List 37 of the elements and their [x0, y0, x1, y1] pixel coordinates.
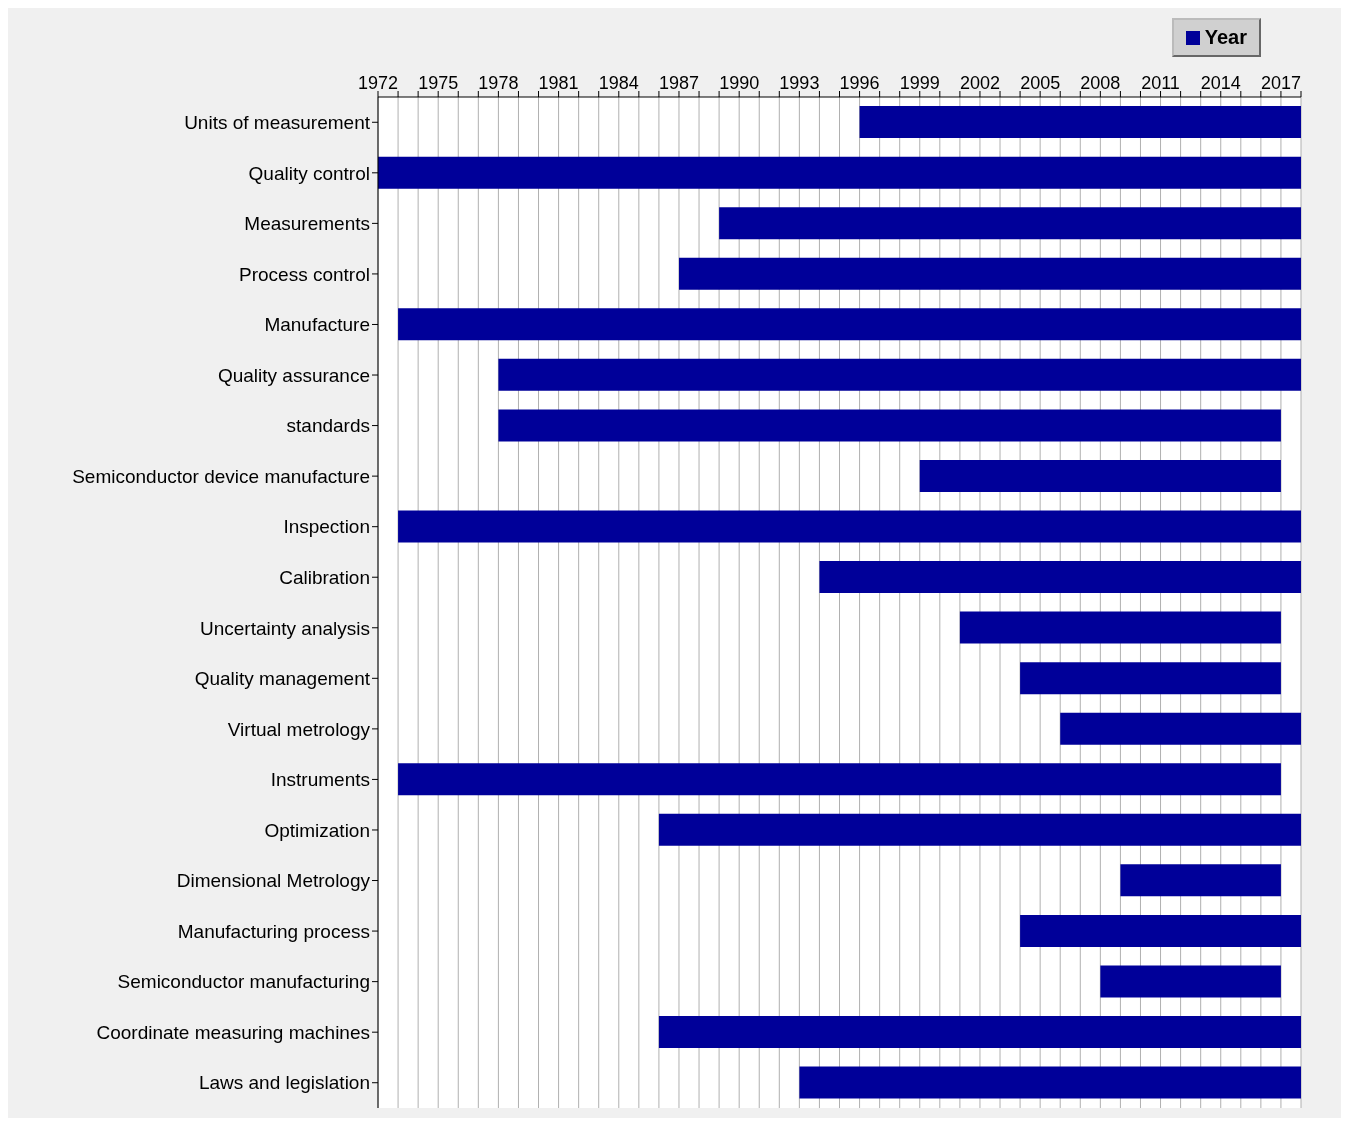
x-tick-label: 1999 [899, 73, 940, 93]
y-tick-label: Virtual metrology [227, 718, 371, 740]
x-tick-label: 2005 [1020, 73, 1061, 93]
y-tick-label: Inspection [283, 516, 370, 538]
y-tick-label: Quality management [194, 668, 371, 690]
x-tick-label: 1978 [478, 73, 519, 93]
x-tick-label: 2014 [1200, 73, 1241, 93]
y-tick-label: Quality assurance [217, 364, 370, 386]
y-tick-label: Coordinate measuring machines [96, 1021, 370, 1043]
y-tick-label: Quality control [248, 162, 370, 184]
y-tick-label: Uncertainty analysis [199, 617, 370, 639]
x-tick-label: 2008 [1080, 73, 1121, 93]
y-tick-label: Optimization [264, 819, 370, 841]
y-tick-label: Manufacture [264, 314, 370, 336]
x-tick-label: 1972 [357, 73, 399, 93]
legend-label: Year [1203, 26, 1247, 49]
x-tick-label: 1984 [598, 73, 639, 93]
x-tick-label: 2002 [959, 73, 1000, 93]
y-tick-label: Units of measurement [184, 112, 371, 134]
x-tick-label: 1981 [538, 73, 579, 93]
y-tick-label: Semiconductor device manufacture [72, 465, 370, 487]
x-tick-label: 1975 [418, 73, 459, 93]
y-tick-label: Measurements [244, 213, 370, 235]
y-tick-label: Laws and legislation [198, 1072, 370, 1094]
y-tick-label: Instruments [270, 769, 370, 791]
x-tick-label: 2011 [1141, 73, 1180, 93]
y-tick-label: Semiconductor manufacturing [117, 971, 370, 993]
y-tick-label: Process control [239, 263, 370, 285]
x-tick-label: 2017 [1260, 73, 1301, 93]
x-tick-label: 1996 [839, 73, 880, 93]
x-tick-label: 1993 [779, 73, 820, 93]
y-tick-label: Calibration [279, 566, 370, 588]
y-tick-label: Dimensional Metrology [176, 870, 371, 892]
x-tick-label: 1990 [719, 73, 760, 93]
y-tick-label: Manufacturing process [177, 920, 370, 942]
y-tick-label: standards [286, 415, 370, 437]
x-tick-label: 1987 [658, 73, 699, 93]
